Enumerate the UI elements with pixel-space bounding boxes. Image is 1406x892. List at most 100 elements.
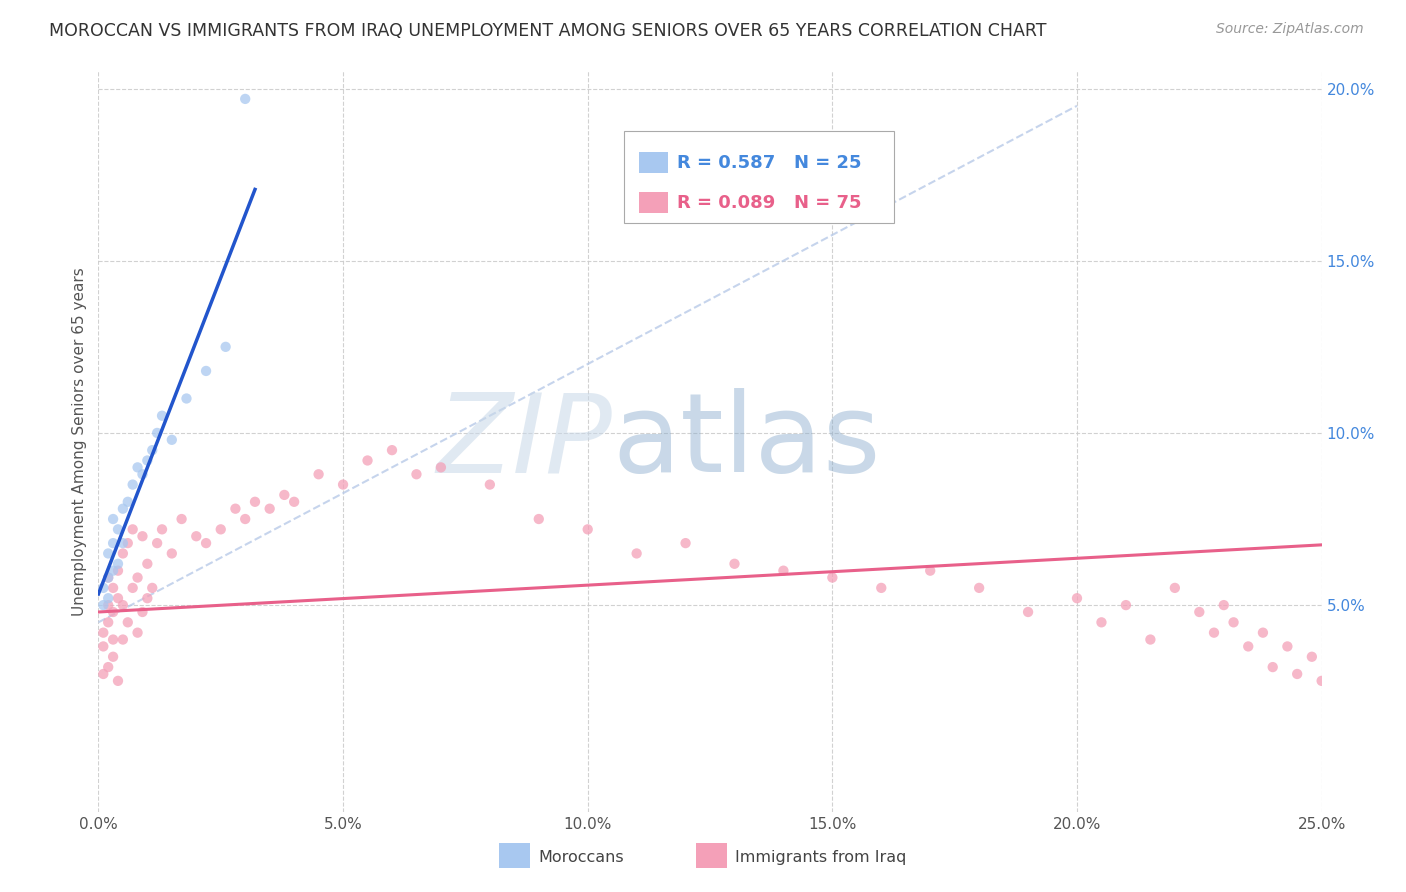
Point: [626, 546, 648, 560]
Point: [107, 591, 129, 606]
Text: atlas: atlas: [612, 388, 880, 495]
Point: [381, 443, 404, 458]
Point: [1164, 581, 1187, 595]
Text: MOROCCAN VS IMMIGRANTS FROM IRAQ UNEMPLOYMENT AMONG SENIORS OVER 65 YEARS CORREL: MOROCCAN VS IMMIGRANTS FROM IRAQ UNEMPLO…: [49, 22, 1046, 40]
Point: [121, 522, 143, 536]
Point: [772, 564, 794, 578]
Point: [195, 536, 218, 550]
Point: [136, 453, 159, 467]
Point: [97, 546, 120, 560]
Point: [1066, 591, 1088, 606]
FancyBboxPatch shape: [640, 193, 668, 213]
Point: [111, 546, 134, 560]
Point: [870, 581, 893, 595]
Point: [111, 598, 134, 612]
Point: [527, 512, 550, 526]
FancyBboxPatch shape: [624, 130, 894, 223]
Point: [1261, 660, 1284, 674]
Point: [332, 477, 354, 491]
Point: [308, 467, 330, 482]
Point: [1090, 615, 1112, 630]
Point: [259, 501, 281, 516]
Point: [97, 660, 120, 674]
Point: [121, 581, 143, 595]
Point: [101, 649, 124, 664]
Point: [117, 615, 139, 630]
Text: Moroccans: Moroccans: [538, 850, 624, 864]
Point: [821, 570, 844, 584]
Point: [150, 409, 173, 423]
Point: [405, 467, 427, 482]
Point: [111, 536, 134, 550]
Text: R = 0.089   N = 75: R = 0.089 N = 75: [678, 194, 862, 212]
Point: [186, 529, 208, 543]
Point: [101, 632, 124, 647]
Point: [1115, 598, 1137, 612]
Point: [967, 581, 990, 595]
Point: [127, 570, 149, 584]
Point: [91, 667, 114, 681]
Point: [141, 443, 163, 458]
Point: [107, 564, 129, 578]
Point: [920, 564, 942, 578]
Point: [111, 501, 134, 516]
Point: [150, 522, 173, 536]
Point: [101, 605, 124, 619]
Point: [1277, 640, 1299, 654]
Point: [146, 536, 169, 550]
Point: [131, 467, 153, 482]
Point: [107, 522, 129, 536]
Point: [176, 392, 198, 406]
Text: Immigrants from Iraq: Immigrants from Iraq: [735, 850, 907, 864]
Point: [675, 536, 697, 550]
Text: Source: ZipAtlas.com: Source: ZipAtlas.com: [1216, 22, 1364, 37]
Text: R = 0.587   N = 25: R = 0.587 N = 25: [678, 154, 862, 172]
FancyBboxPatch shape: [640, 153, 668, 173]
Point: [127, 460, 149, 475]
Point: [283, 495, 305, 509]
Point: [1139, 632, 1161, 647]
Point: [195, 364, 218, 378]
Point: [209, 522, 232, 536]
Point: [170, 512, 193, 526]
Point: [1212, 598, 1234, 612]
Point: [117, 495, 139, 509]
Point: [1202, 625, 1225, 640]
Point: [91, 625, 114, 640]
Point: [97, 615, 120, 630]
Point: [1310, 673, 1333, 688]
Point: [233, 92, 256, 106]
Point: [97, 570, 120, 584]
Point: [160, 546, 183, 560]
Text: ZIP: ZIP: [436, 388, 612, 495]
Point: [243, 495, 266, 509]
Point: [91, 598, 114, 612]
Point: [224, 501, 246, 516]
Point: [576, 522, 599, 536]
Point: [127, 625, 149, 640]
Point: [101, 564, 124, 578]
Point: [723, 557, 745, 571]
Point: [131, 605, 153, 619]
Point: [97, 598, 120, 612]
Point: [97, 591, 120, 606]
Point: [1237, 640, 1260, 654]
Point: [121, 477, 143, 491]
Point: [1301, 649, 1323, 664]
Point: [111, 632, 134, 647]
Point: [91, 581, 114, 595]
Point: [214, 340, 236, 354]
Point: [131, 529, 153, 543]
Point: [117, 536, 139, 550]
Point: [160, 433, 183, 447]
Y-axis label: Unemployment Among Seniors over 65 years: Unemployment Among Seniors over 65 years: [72, 268, 87, 615]
Point: [1222, 615, 1244, 630]
Point: [233, 512, 256, 526]
Point: [356, 453, 378, 467]
Point: [1286, 667, 1309, 681]
Point: [1017, 605, 1039, 619]
Point: [97, 570, 120, 584]
Point: [101, 512, 124, 526]
Point: [101, 536, 124, 550]
Point: [478, 477, 501, 491]
